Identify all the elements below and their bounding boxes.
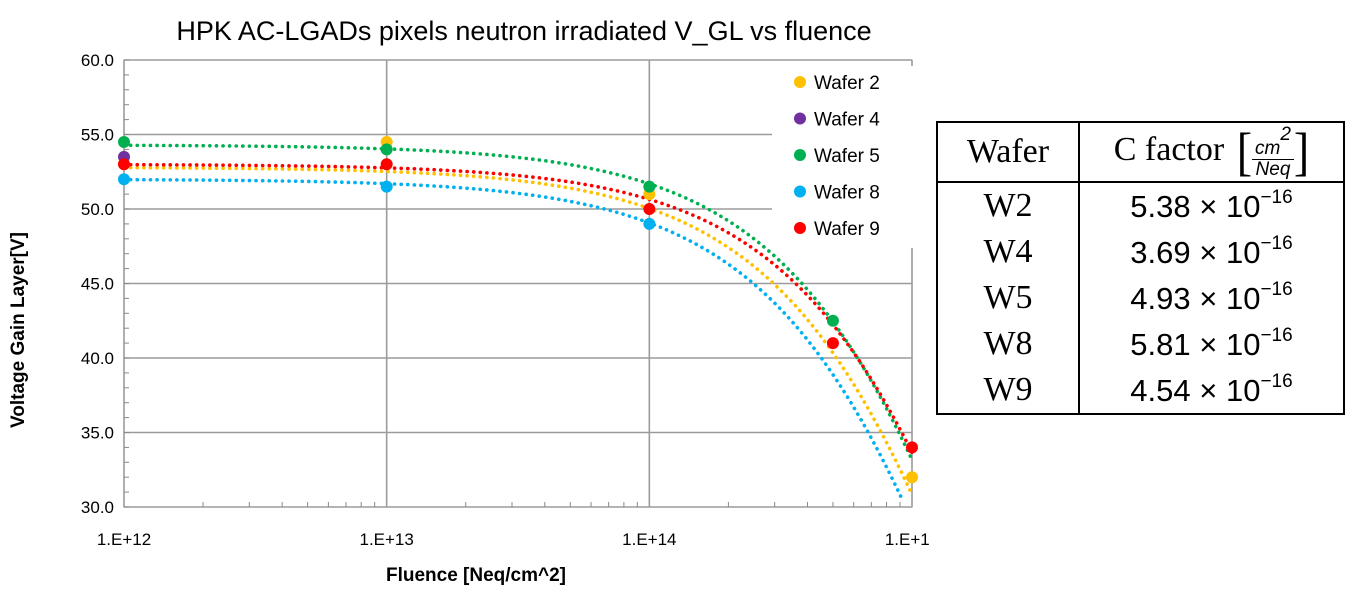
- chart-title: HPK AC-LGADs pixels neutron irradiated V…: [176, 16, 871, 46]
- legend-label: Wafer 4: [814, 110, 880, 131]
- y-axis-label: Voltage Gain Layer[V]: [8, 232, 29, 428]
- table-row: W9 4.54 × 10−16: [937, 366, 1344, 414]
- unit-fraction: cm2 Neq: [1252, 123, 1294, 180]
- data-point: [906, 441, 918, 454]
- data-point: [826, 314, 839, 327]
- c-factor-exponent: −16: [1260, 370, 1293, 392]
- y-tick-label: 55.0: [81, 126, 114, 145]
- x-tick-labels: 1.E+12 1.E+13 1.E+14 1.E+15: [97, 530, 930, 549]
- fit-line: [122, 162, 914, 455]
- c-factor-mantissa: 5.38: [1130, 189, 1200, 225]
- header-c-factor-label: C factor: [1113, 130, 1225, 168]
- data-point: [643, 180, 656, 193]
- legend-label: Wafer 8: [814, 183, 880, 204]
- c-factor-base: × 10: [1199, 280, 1261, 316]
- x-tick-label: 1.E+13: [359, 530, 413, 549]
- data-points: [118, 135, 918, 484]
- legend-label: Wafer 5: [814, 146, 880, 167]
- legend-marker: [794, 185, 806, 198]
- unit-numerator: cm: [1255, 137, 1281, 159]
- table-row: W5 4.93 × 10−16: [937, 275, 1344, 321]
- unit-numerator-exponent: 2: [1280, 123, 1291, 145]
- c-factor-exponent: −16: [1260, 233, 1293, 255]
- wafer-cell: W5: [937, 275, 1080, 321]
- c-factor-base: × 10: [1199, 372, 1261, 408]
- wafer-cell: W4: [937, 229, 1080, 276]
- data-point: [643, 217, 656, 230]
- y-tick-label: 40.0: [81, 349, 114, 368]
- c-factor-cell: 5.38 × 10−16: [1079, 182, 1344, 229]
- table-header-row: Wafer C factor [ cm2 Neq ]: [937, 122, 1344, 183]
- c-factor-cell: 4.93 × 10−16: [1079, 275, 1344, 321]
- data-point: [906, 471, 918, 484]
- y-tick-label: 50.0: [81, 200, 114, 219]
- table-row: W2 5.38 × 10−16: [937, 182, 1344, 230]
- table-row: W4 3.69 × 10−16: [937, 229, 1344, 276]
- header-c-factor: C factor [ cm2 Neq ]: [1079, 122, 1344, 183]
- y-tick-label: 45.0: [81, 275, 114, 294]
- data-point: [380, 158, 393, 171]
- fit-lines: [122, 143, 914, 503]
- right-bracket: ]: [1293, 122, 1310, 181]
- legend-marker: [794, 112, 806, 125]
- left-bracket: [: [1236, 122, 1253, 181]
- x-tick-label: 1.E+15: [885, 530, 930, 549]
- y-tick-labels: 30.0 35.0 40.0 45.0 50.0 55.0 60.0: [81, 51, 114, 517]
- legend-marker: [794, 149, 806, 161]
- c-factor-cell: 5.81 × 10−16: [1079, 321, 1344, 367]
- c-factor-mantissa: 4.93: [1130, 280, 1200, 316]
- data-point: [118, 173, 130, 186]
- wafer-cell: W9: [937, 366, 1080, 414]
- y-tick-label: 60.0: [81, 51, 114, 70]
- data-point: [380, 143, 393, 156]
- c-factor-mantissa: 4.54: [1130, 372, 1200, 408]
- c-factor-exponent: −16: [1260, 187, 1293, 209]
- c-factor-base: × 10: [1199, 189, 1261, 225]
- c-factor-exponent: −16: [1260, 278, 1293, 300]
- x-axis-label: Fluence [Neq/cm^2]: [386, 565, 566, 586]
- y-tick-label: 30.0: [81, 498, 114, 517]
- legend-label: Wafer 2: [814, 73, 880, 94]
- legend-label: Wafer 9: [814, 219, 880, 240]
- table-body: W2 5.38 × 10−16 W4 3.69 × 10−16 W5 4.93 × 10−…: [937, 182, 1344, 414]
- wafer-cell: W2: [937, 182, 1080, 230]
- c-factor-mantissa: 3.69: [1130, 235, 1200, 271]
- c-factor-base: × 10: [1199, 326, 1261, 362]
- data-point: [643, 203, 656, 215]
- legend-marker: [794, 222, 806, 234]
- c-factor-exponent: −16: [1260, 324, 1293, 346]
- data-point: [118, 135, 130, 148]
- c-factor-cell: 3.69 × 10−16: [1079, 229, 1344, 275]
- data-point: [380, 180, 393, 193]
- header-wafer: Wafer: [937, 122, 1080, 183]
- chart: HPK AC-LGADs pixels neutron irradiated V…: [8, 16, 930, 586]
- c-factor-cell: 4.54 × 10−16: [1079, 367, 1344, 414]
- c-factor-table: Wafer C factor [ cm2 Neq ] W2 5.38 × 10−1…: [936, 121, 1345, 415]
- data-point: [826, 337, 839, 350]
- x-tick-label: 1.E+12: [97, 530, 151, 549]
- c-factor-unit: [ cm2 Neq ]: [1236, 122, 1310, 181]
- c-factor-mantissa: 5.81: [1130, 326, 1200, 362]
- legend: Wafer 2 Wafer 4 Wafer 5 Wafer 8 Wafer 9: [794, 73, 880, 240]
- x-tick-label: 1.E+14: [622, 530, 676, 549]
- unit-denominator: Neq: [1255, 158, 1291, 180]
- table-row: W8 5.81 × 10−16: [937, 320, 1344, 367]
- fit-line: [122, 143, 914, 462]
- c-factor-base: × 10: [1199, 235, 1261, 271]
- data-point: [118, 158, 130, 171]
- fit-line: [122, 165, 914, 497]
- fit-line: [122, 177, 905, 503]
- wafer-cell: W8: [937, 320, 1080, 367]
- legend-marker: [794, 76, 806, 88]
- y-tick-label: 35.0: [81, 424, 114, 443]
